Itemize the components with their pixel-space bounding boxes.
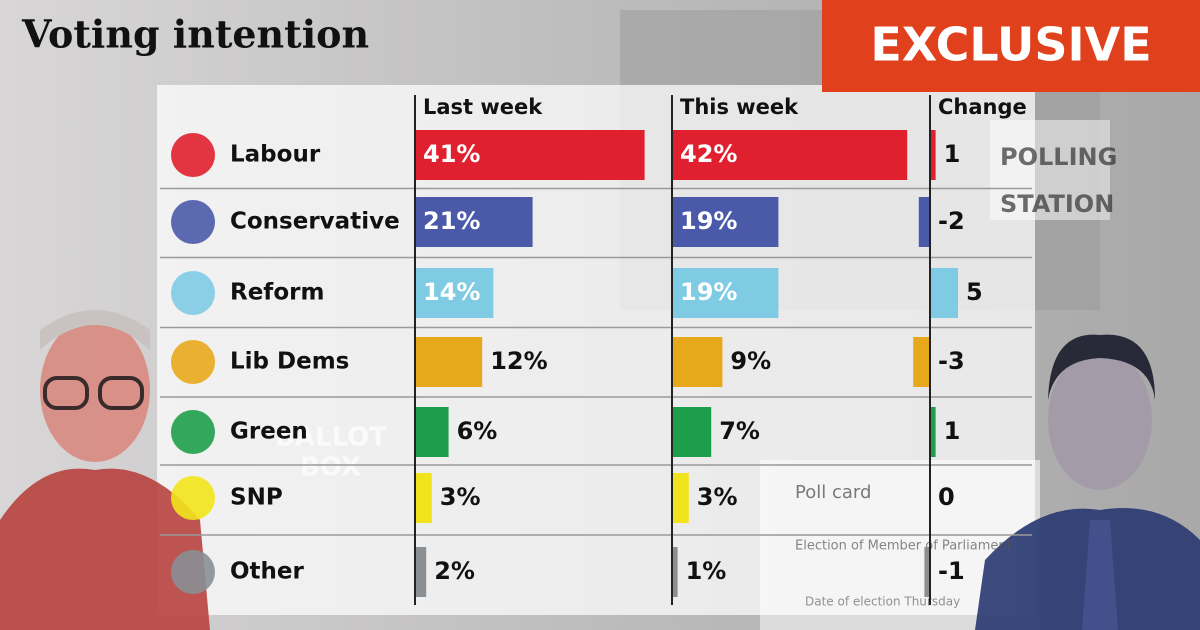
bar (672, 337, 723, 387)
bar (918, 197, 930, 247)
bar (415, 473, 432, 523)
value-label: 14% (423, 278, 480, 306)
background-text: Poll card (795, 482, 871, 503)
change-label: -2 (938, 207, 965, 235)
bar (415, 547, 427, 597)
change-label: -3 (938, 347, 965, 375)
value-label: 19% (680, 278, 737, 306)
column-header: Change (938, 95, 1027, 119)
party-icon (171, 133, 215, 177)
party-icon (171, 200, 215, 244)
value-label: 21% (423, 207, 480, 235)
bar (415, 130, 645, 180)
bar (415, 197, 533, 247)
category-label: Reform (230, 280, 324, 306)
change-label: 0 (938, 483, 955, 511)
bar (672, 130, 908, 180)
background-text: Election of Member of Parliament (795, 539, 1012, 554)
bar (930, 130, 936, 180)
category-label: Lib Dems (230, 349, 349, 375)
title: Voting intention (21, 12, 369, 57)
change-label: 1 (944, 140, 961, 168)
column-header: This week (680, 95, 799, 119)
badge: EXCLUSIVE (870, 18, 1151, 72)
bar (672, 473, 689, 523)
change-label: -1 (938, 557, 965, 585)
badge-box (822, 0, 1200, 92)
change-label: 1 (944, 417, 961, 445)
value-label: 1% (686, 557, 727, 585)
category-label: SNP (230, 485, 283, 511)
bar (672, 197, 779, 247)
bar (415, 268, 494, 318)
party-icon (171, 476, 215, 520)
value-label: 12% (490, 347, 547, 375)
bar (930, 407, 936, 457)
bar (913, 337, 930, 387)
value-label: 9% (730, 347, 771, 375)
category-label: Green (230, 419, 308, 445)
bar (415, 337, 483, 387)
background-text: Date of election Thursday (805, 595, 960, 609)
value-label: 41% (423, 140, 480, 168)
left-person (0, 310, 210, 630)
change-label: 5 (966, 278, 983, 306)
bar (930, 268, 958, 318)
bar (672, 268, 779, 318)
right-person (975, 334, 1200, 630)
bar (672, 547, 678, 597)
bar (672, 407, 712, 457)
bar (924, 547, 930, 597)
value-label: 2% (434, 557, 475, 585)
party-icon (171, 340, 215, 384)
value-label: 3% (697, 483, 738, 511)
background-text: STATION (1000, 190, 1114, 218)
category-label: Conservative (230, 209, 400, 235)
party-icon (171, 271, 215, 315)
value-label: 7% (719, 417, 760, 445)
party-icon (171, 550, 215, 594)
column-header: Last week (423, 95, 543, 119)
value-label: 19% (680, 207, 737, 235)
category-label: Other (230, 559, 305, 585)
background-text: BOX (300, 453, 361, 483)
category-label: Labour (230, 142, 321, 168)
value-label: 6% (457, 417, 498, 445)
background-text: POLLING (1000, 143, 1117, 171)
party-icon (171, 410, 215, 454)
background-text: BALLOT (275, 423, 387, 453)
value-label: 42% (680, 140, 737, 168)
value-label: 3% (440, 483, 481, 511)
bar (415, 407, 449, 457)
